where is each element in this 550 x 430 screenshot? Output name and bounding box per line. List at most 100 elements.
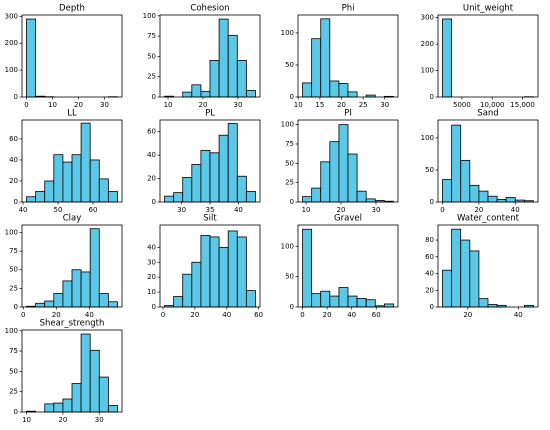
y-tick-label: 20	[425, 286, 434, 294]
axes-frame	[21, 119, 123, 203]
y-tick-label: 20	[147, 175, 156, 183]
x-tick-label: 60	[89, 206, 98, 214]
x-tick-label: 0	[21, 311, 25, 319]
y-tick-label: 0	[290, 198, 294, 206]
bar	[383, 303, 394, 308]
x-tick-label: 30	[100, 101, 109, 109]
y-tick-label: 80	[425, 236, 434, 244]
x-tick-label: 15	[315, 101, 324, 109]
x-tick-label: 20	[463, 311, 472, 319]
y-tick-label: 25	[9, 388, 18, 396]
x-tick-label: 0	[440, 206, 444, 214]
axes-frame	[437, 14, 539, 98]
bar	[302, 228, 313, 308]
x-tick-label: 40	[222, 311, 231, 319]
x-tick-label: 40	[511, 206, 520, 214]
y-tick-label: 300	[5, 12, 18, 20]
y-tick-label: 100	[281, 121, 294, 129]
x-tick-label: 40	[234, 206, 243, 214]
axes-frame	[21, 14, 123, 98]
bar	[35, 302, 46, 308]
bar	[236, 60, 247, 98]
bar	[227, 34, 238, 98]
x-tick-label: 20	[190, 311, 199, 319]
bar	[209, 236, 220, 308]
bar	[245, 191, 256, 203]
subplot-title: LL	[67, 109, 77, 119]
bar	[80, 333, 91, 413]
y-tick-label: 10	[147, 288, 156, 296]
subplot-title: Phi	[342, 4, 355, 14]
y-tick-label: 75	[9, 247, 18, 255]
bar	[191, 84, 202, 98]
x-tick-label: 50	[54, 206, 63, 214]
x-tick-label: 20	[52, 311, 61, 319]
axes-frame	[437, 119, 539, 203]
bar	[302, 82, 313, 98]
y-tick-label: 100	[143, 12, 156, 20]
bar	[200, 150, 211, 203]
bar	[209, 152, 220, 203]
bar	[469, 184, 480, 203]
bar	[236, 236, 247, 308]
axes-frame	[21, 329, 123, 413]
y-tick-label: 25	[9, 284, 18, 292]
bar	[311, 38, 322, 98]
bar	[182, 273, 193, 308]
subplot-title: Cohesion	[190, 4, 229, 14]
x-tick-label: 10	[48, 101, 57, 109]
y-tick-label: 0	[152, 303, 156, 311]
bar	[107, 191, 118, 203]
subplot-title: Clay	[63, 214, 82, 224]
axes-frame	[297, 224, 399, 308]
x-tick-label: 20	[323, 311, 332, 319]
axes-frame	[159, 14, 261, 98]
x-tick-label: 30	[234, 101, 243, 109]
axes-frame	[297, 119, 399, 203]
bar	[209, 60, 220, 98]
axes-frame	[21, 224, 123, 308]
x-tick-label: 0	[300, 311, 304, 319]
bar	[338, 83, 349, 98]
x-tick-label: 10,000	[480, 101, 505, 109]
bar	[460, 239, 471, 308]
bar	[35, 191, 46, 203]
y-tick-label: 0	[14, 198, 18, 206]
bar	[320, 18, 331, 98]
bar	[26, 18, 37, 98]
bar	[505, 197, 516, 203]
bar	[98, 178, 109, 203]
y-tick-label: 200	[5, 39, 18, 47]
y-tick-label: 0	[430, 198, 434, 206]
x-tick-label: 0	[24, 101, 28, 109]
bar	[227, 230, 238, 308]
y-tick-label: 0	[430, 93, 434, 101]
y-tick-label: 100	[281, 29, 294, 37]
bar	[469, 250, 480, 308]
bar	[173, 296, 184, 308]
x-tick-label: 60	[372, 311, 381, 319]
y-tick-label: 75	[9, 347, 18, 355]
bar	[442, 269, 453, 308]
bar	[71, 154, 82, 203]
y-tick-label: 60	[147, 128, 156, 136]
bar	[98, 376, 109, 413]
bar	[245, 290, 256, 308]
y-tick-label: 300	[421, 14, 434, 22]
bar	[365, 299, 376, 308]
y-tick-label: 25	[147, 73, 156, 81]
x-tick-label: 20	[337, 206, 346, 214]
y-tick-label: 100	[5, 66, 18, 74]
bar	[478, 190, 489, 203]
y-tick-label: 0	[290, 303, 294, 311]
x-tick-label: 40	[19, 206, 28, 214]
y-tick-label: 30	[147, 258, 156, 266]
x-tick-label: 30	[372, 206, 381, 214]
y-tick-label: 0	[430, 303, 434, 311]
bar	[356, 298, 367, 308]
bar	[311, 293, 322, 308]
bar	[302, 196, 313, 203]
x-tick-label: 10	[294, 101, 303, 109]
bar	[365, 198, 376, 203]
